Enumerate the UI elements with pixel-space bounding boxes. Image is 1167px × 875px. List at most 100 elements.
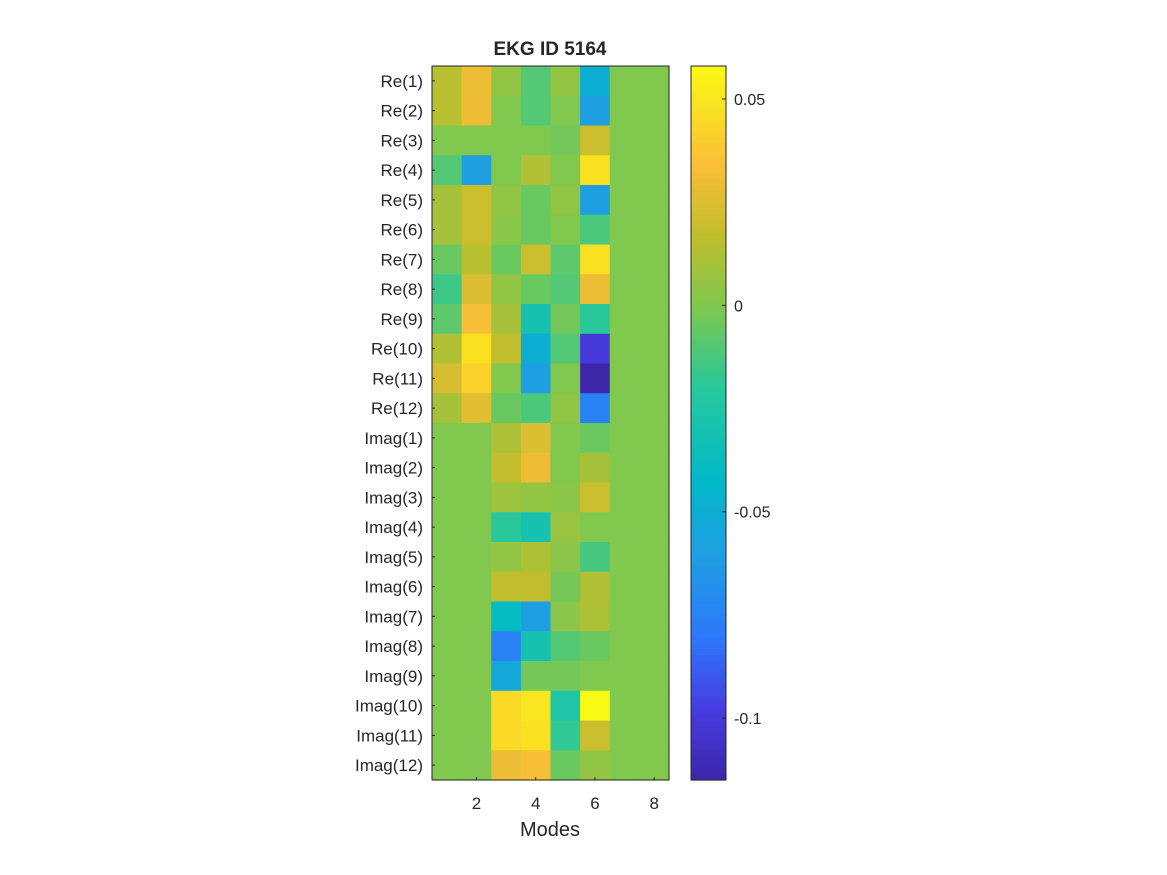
heatmap-cell xyxy=(520,214,552,246)
heatmap-cell xyxy=(550,304,581,335)
colorbar-segment xyxy=(691,619,726,626)
heatmap-cell xyxy=(639,66,670,97)
y-tick-label: Imag(7) xyxy=(364,607,423,626)
x-tick-label: 4 xyxy=(531,794,540,813)
heatmap-cell xyxy=(520,423,552,454)
heatmap-cell xyxy=(491,720,522,751)
heatmap-cell xyxy=(461,95,492,127)
colorbar-tick-label: 0 xyxy=(734,298,743,315)
heatmap-cell xyxy=(580,661,611,692)
heatmap-cell xyxy=(550,690,581,722)
colorbar-segment xyxy=(691,149,726,156)
colorbar-segment xyxy=(691,238,726,246)
colorbar-segment xyxy=(691,190,726,198)
y-tick-label: Imag(9) xyxy=(364,667,423,686)
y-tick-label: Imag(10) xyxy=(355,697,423,716)
heatmap-cell xyxy=(432,661,463,692)
heatmap-cell xyxy=(580,185,611,216)
colorbar-segment xyxy=(691,744,726,751)
heatmap-cell xyxy=(609,95,640,127)
heatmap-cell xyxy=(461,125,492,156)
heatmap-cell xyxy=(639,274,670,305)
heatmap-cell xyxy=(491,95,522,127)
heatmap-cell xyxy=(461,571,492,603)
heatmap-cell xyxy=(461,363,492,394)
heatmap-cell xyxy=(432,720,463,751)
heatmap-cell xyxy=(550,423,581,454)
colorbar-segment xyxy=(691,369,726,376)
y-tick-label: Re(8) xyxy=(380,280,423,299)
heatmap-cell xyxy=(550,720,581,751)
heatmap-cell xyxy=(461,631,492,662)
heatmap-cell xyxy=(432,601,463,632)
heatmap-cell xyxy=(520,66,552,97)
y-tick-label: Imag(11) xyxy=(356,726,423,745)
heatmap-cell xyxy=(580,542,611,573)
heatmap-cell xyxy=(491,333,522,365)
heatmap-cell xyxy=(550,452,581,484)
heatmap-cell xyxy=(580,363,611,394)
heatmap-cell xyxy=(609,304,640,335)
heatmap-cell xyxy=(609,452,640,484)
colorbar-segment xyxy=(691,434,726,442)
heatmap-cell xyxy=(580,155,611,186)
y-tick-label: Imag(4) xyxy=(364,518,423,537)
heatmap-cell xyxy=(520,750,552,781)
colorbar-segment xyxy=(691,714,726,722)
y-tick-label: Imag(3) xyxy=(364,488,423,507)
colorbar-segment xyxy=(691,762,726,769)
colorbar-segment xyxy=(691,381,726,388)
heatmap-cell xyxy=(491,244,522,275)
colorbar-segment xyxy=(691,655,726,662)
heatmap-cell xyxy=(432,244,463,275)
colorbar-segment xyxy=(691,315,726,323)
heatmap-cells xyxy=(432,66,670,781)
colorbar-segment xyxy=(691,452,726,460)
heatmap-cell xyxy=(461,542,492,573)
colorbar-segment xyxy=(691,280,726,287)
colorbar-segment xyxy=(691,256,726,263)
heatmap-cell xyxy=(520,512,552,543)
heatmap-cell xyxy=(461,274,492,305)
heatmap-cell xyxy=(609,750,640,781)
heatmap-cell xyxy=(461,512,492,543)
heatmap-cell xyxy=(432,452,463,484)
heatmap-cell xyxy=(432,631,463,662)
heatmap-cell xyxy=(639,512,670,543)
heatmap-cell xyxy=(491,690,522,722)
colorbar-segment xyxy=(691,661,726,668)
heatmap-cell xyxy=(520,95,552,127)
colorbar-segment xyxy=(691,506,726,513)
heatmap-cell xyxy=(461,690,492,722)
colorbar-segment xyxy=(691,530,726,537)
y-tick-label: Imag(8) xyxy=(364,637,423,656)
heatmap-cell xyxy=(639,452,670,484)
colorbar-segment xyxy=(691,476,726,484)
colorbar-segment xyxy=(691,631,726,638)
colorbar-segment xyxy=(691,119,726,127)
heatmap-cell xyxy=(432,304,463,335)
heatmap-cell xyxy=(491,631,522,662)
y-tick-label: Re(4) xyxy=(380,161,423,180)
colorbar-segment xyxy=(691,173,726,180)
heatmap-cell xyxy=(520,631,552,662)
heatmap-cell xyxy=(491,661,522,692)
colorbar-segment xyxy=(691,131,726,138)
heatmap-cell xyxy=(580,482,611,513)
heatmap-cell xyxy=(580,244,611,275)
heatmap-cell xyxy=(491,125,522,156)
heatmap-cell xyxy=(609,631,640,662)
heatmap-cell xyxy=(520,155,552,186)
y-tick-label: Re(1) xyxy=(380,72,423,91)
colorbar-segment xyxy=(691,292,726,299)
y-tick-label: Re(6) xyxy=(380,221,423,240)
colorbar-segment xyxy=(691,690,726,698)
x-tick-label: 8 xyxy=(649,794,658,813)
heatmap-cell xyxy=(580,393,611,424)
heatmap-cell xyxy=(461,304,492,335)
y-tick-label: Imag(12) xyxy=(355,756,423,775)
colorbar-segment xyxy=(691,518,726,525)
colorbar-segment xyxy=(691,625,726,632)
colorbar-segment xyxy=(691,155,726,162)
heatmap-cell xyxy=(609,661,640,692)
